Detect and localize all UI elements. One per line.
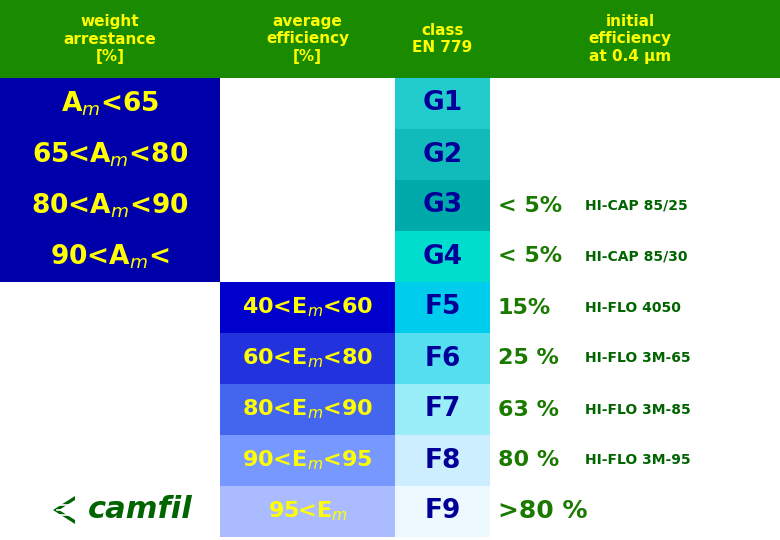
Text: average
efficiency
[%]: average efficiency [%] [266,14,349,64]
Bar [0,78,220,129]
Text: HI-FLO 3M-65: HI-FLO 3M-65 [585,352,690,366]
Text: 63 %: 63 % [498,400,559,420]
Text: F6: F6 [424,346,461,372]
Text: camfil: camfil [87,496,193,524]
Text: 60<E$_m$<80: 60<E$_m$<80 [242,347,373,370]
Bar [0,231,220,282]
Bar [220,282,395,333]
Text: G3: G3 [423,192,463,219]
Text: 65<A$_m$<80: 65<A$_m$<80 [32,140,188,168]
Text: A$_m$<65: A$_m$<65 [61,89,159,118]
Text: class
EN 779: class EN 779 [413,23,473,55]
Text: HI-CAP 85/30: HI-CAP 85/30 [585,249,687,264]
Bar [220,486,395,537]
Bar [395,435,490,486]
Text: HI-FLO 3M-85: HI-FLO 3M-85 [585,402,691,416]
Bar [220,384,395,435]
Text: G4: G4 [423,244,463,269]
Bar [220,435,395,486]
Text: F7: F7 [424,396,461,422]
Text: 15%: 15% [498,298,551,318]
Bar [395,486,490,537]
Bar [395,231,490,282]
Bar [395,282,490,333]
Text: F9: F9 [424,498,461,524]
Text: 25 %: 25 % [498,348,559,368]
Bar [395,129,490,180]
Bar [0,0,780,78]
Text: < 5%: < 5% [498,195,562,215]
Text: < 5%: < 5% [498,246,562,267]
Bar [220,333,395,384]
Bar [0,180,220,231]
Text: 80<A$_m$<90: 80<A$_m$<90 [31,191,189,220]
Text: 80<E$_m$<90: 80<E$_m$<90 [242,397,373,421]
Text: F5: F5 [424,294,461,321]
Text: >80 %: >80 % [498,500,587,523]
Bar [395,384,490,435]
Text: 40<E$_m$<60: 40<E$_m$<60 [242,296,373,319]
Text: weight
arrestance
[%]: weight arrestance [%] [64,14,156,64]
Text: 90<E$_m$<95: 90<E$_m$<95 [242,449,373,472]
Bar [395,180,490,231]
Text: 80 %: 80 % [498,450,559,470]
Bar [0,129,220,180]
Text: 95<E$_m$: 95<E$_m$ [268,500,347,523]
Text: G2: G2 [423,141,463,167]
Text: G1: G1 [423,91,463,117]
Text: 90<A$_m$<: 90<A$_m$< [50,242,170,271]
Text: F8: F8 [424,448,461,474]
Text: HI-CAP 85/25: HI-CAP 85/25 [585,199,688,213]
Text: initial
efficiency
at 0.4 μm: initial efficiency at 0.4 μm [588,14,672,64]
Text: HI-FLO 3M-95: HI-FLO 3M-95 [585,454,690,468]
Bar [395,333,490,384]
Text: HI-FLO 4050: HI-FLO 4050 [585,300,681,314]
Polygon shape [53,496,75,524]
Bar [395,78,490,129]
